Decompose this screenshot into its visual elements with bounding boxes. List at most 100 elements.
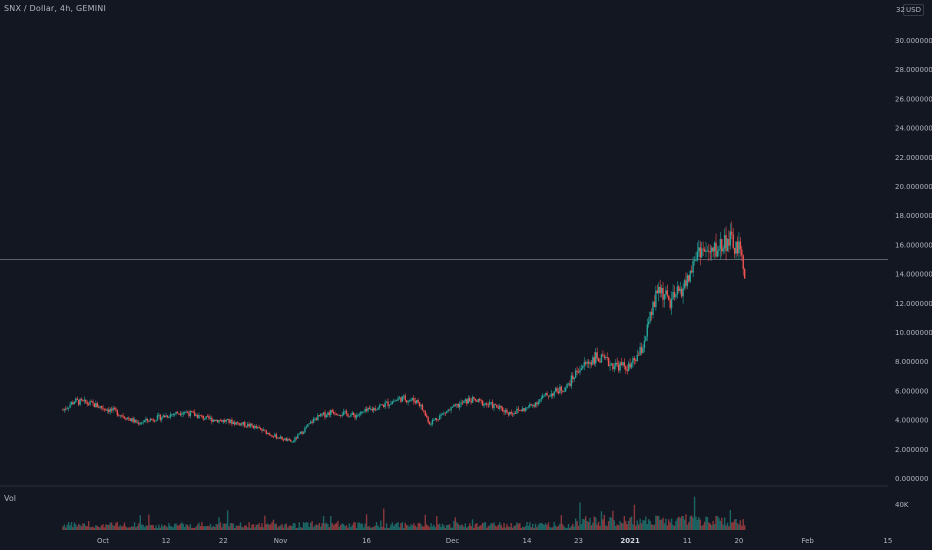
candle-body [87,404,90,405]
candle-body [375,409,378,411]
volume-bar [165,525,167,530]
volume-bar [136,525,139,530]
candle-body [699,247,701,258]
volume-bar [563,526,565,530]
candle-body [342,411,345,416]
volume-bar [731,522,733,530]
candle-body [264,429,266,431]
y-tick-label: 12.000000 [895,300,932,308]
candle-body [692,260,694,273]
candle-body [354,415,356,418]
candle-body [563,391,565,393]
volume-bar [109,522,111,530]
volume-bar [738,524,740,530]
volume-bar [584,516,587,530]
volume-bar [570,525,573,530]
candle-body [516,408,518,414]
price-axis[interactable]: 30.000000 28.000000 26.000000 24.000000 22.0… [895,37,932,483]
volume-bar [434,527,437,530]
volume-bar [596,524,598,530]
volume-bar [523,527,525,530]
volume-bar [302,522,305,530]
candle-body [564,387,567,392]
volume-bar [454,517,457,530]
candle-body [262,429,265,431]
volume-bar [460,524,462,530]
volume-bar [93,527,96,530]
time-axis[interactable]: Oct 12 22 Nov 16 Dec 14 23 2021 11 20 Feb 15 [97,537,892,545]
volume-bar [501,527,504,530]
candle-body [716,251,719,257]
volume-bar [83,523,86,530]
candle-body [76,398,78,400]
volume-bar [698,517,700,530]
candle-body [417,400,419,403]
candle-body [718,248,720,252]
volume-bar [709,523,711,530]
volume-bar [133,522,136,530]
volume-bar [221,527,223,530]
candle-body [285,438,288,441]
candle-body [189,411,192,417]
volume-bar [198,522,200,530]
candle-body [731,231,733,235]
volume-bar [539,523,541,530]
y-tick-label: 0.000000 [895,475,928,483]
volume-bar [507,526,510,530]
candle-body [73,402,76,405]
candle-body [550,393,553,397]
candle-body [613,366,616,370]
x-tick-label: 11 [683,537,692,545]
volume-bar [649,520,651,530]
currency-badge[interactable]: 32 USD [896,4,924,16]
candle-body [582,365,584,369]
candle-body [418,402,421,407]
candle-body [80,398,83,401]
volume-bar [473,527,475,530]
volume-bar [597,521,600,530]
volume-bar [516,522,518,530]
volume-bar [142,524,144,530]
volume-bar [113,525,116,530]
candle-body [606,357,608,358]
volume-bar [271,522,273,530]
volume-bar [195,526,197,530]
candle-body [448,409,451,411]
volume-bar [542,523,544,530]
volume-bar [547,522,550,530]
candle-body [506,410,508,413]
candle-body [736,241,739,254]
candle-body [487,404,489,406]
volume-bar [559,523,561,530]
volume-bar [718,517,720,530]
candle-body [542,395,544,399]
volume-bar [298,522,300,530]
candle-body [554,388,557,392]
volume-bar [112,525,114,530]
candle-body [549,396,551,397]
volume-bar [279,525,282,530]
candle-body [208,416,210,419]
volume-bar [318,523,320,530]
candle-body [401,396,404,402]
candle-body [643,340,646,349]
candle-body [610,363,613,365]
volume-bar [182,523,184,530]
candle-body [198,415,200,419]
volume-bar [703,521,706,530]
candle-body [373,408,375,411]
volume-bar [589,517,591,530]
volume-bar [572,523,574,530]
candle-body [115,408,117,411]
volume-bar [231,523,233,530]
candle-body [255,425,257,428]
candle-body [682,287,684,297]
volume-bar [648,519,650,530]
volume-bar [202,526,204,530]
candle-body [484,403,487,405]
volume-bar [450,527,452,530]
candle-body [441,413,444,415]
volume-bar [129,527,131,530]
candle-body [219,420,222,422]
